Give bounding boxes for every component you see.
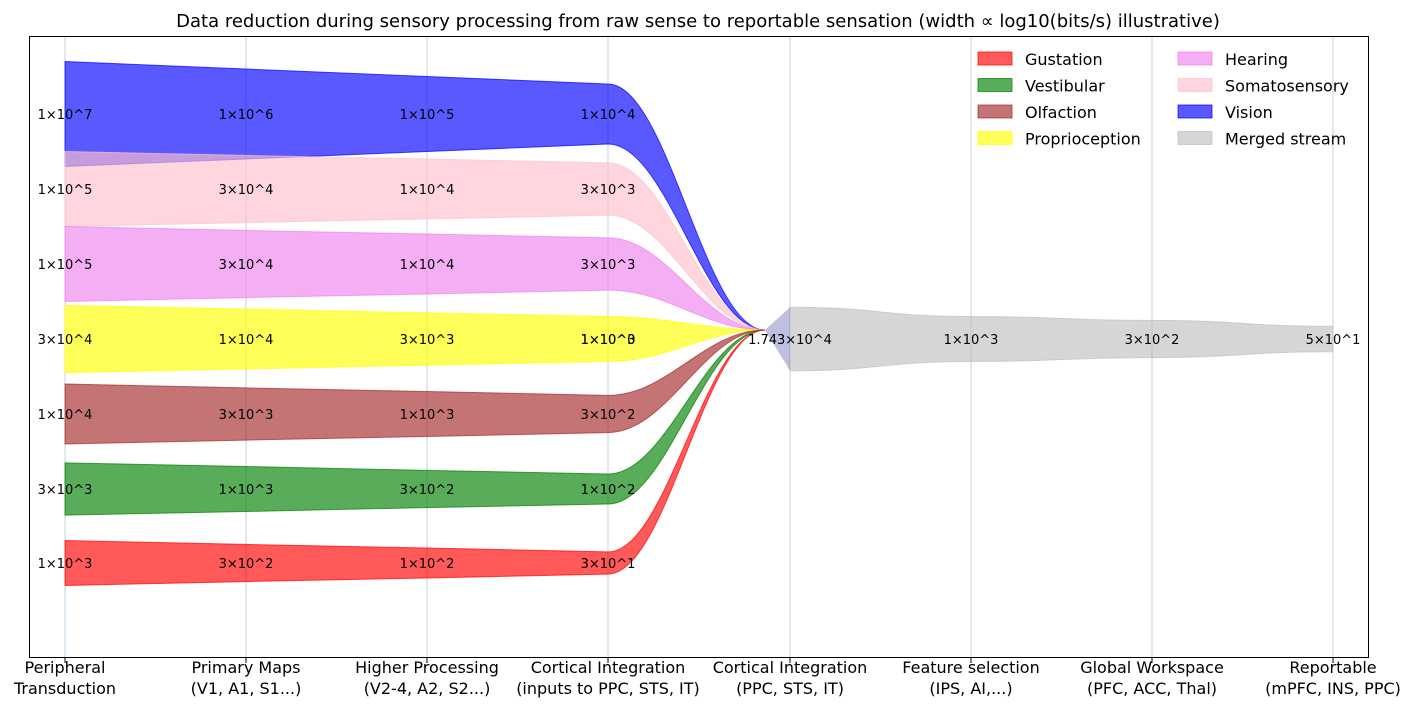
value-label-vision-2: 1×10^6 [219, 108, 274, 123]
x-tick-label-4-1: Cortical Integration [531, 658, 686, 677]
merge-junction [765, 307, 790, 371]
legend-swatch-merged-stream [1177, 131, 1213, 145]
legend-label-olfaction: Olfaction [1025, 103, 1097, 122]
legend-label-merged-stream: Merged stream [1225, 130, 1346, 149]
value-label-merged-4: 5×10^1 [1306, 333, 1361, 348]
x-tick-label-2-1: Primary Maps [191, 658, 300, 677]
x-axis: Peripheral Transduction Primary Maps (V1, A… [13, 658, 1401, 698]
flow-bands [64, 60, 1334, 587]
legend-label-vestibular: Vestibular [1025, 77, 1105, 96]
value-label-gustation-4: 3×10^1 [581, 557, 636, 572]
value-label-hearing-4: 3×10^3 [581, 258, 636, 273]
value-label-proprioception-3: 3×10^3 [400, 333, 455, 348]
value-label-proprioception-1: 3×10^4 [38, 333, 93, 348]
legend-swatch-somatosensory [1177, 78, 1213, 92]
value-label-olfaction-1: 1×10^4 [38, 408, 93, 423]
x-tick-label-5-2: (PPC, STS, IT) [736, 679, 844, 698]
legend-swatch-hearing [1177, 51, 1213, 66]
x-tick-label-1-2: Transduction [13, 679, 116, 698]
value-label-somatosensory-4: 3×10^3 [581, 183, 636, 198]
value-labels: 1×10^7 1×10^6 1×10^5 1×10^4 1×10^5 3×10^4 1×10… [38, 108, 1361, 572]
x-tick-label-3-2: (V2-4, A2, S2...) [364, 679, 491, 698]
value-label-hearing-3: 1×10^4 [400, 258, 455, 273]
x-tick-label-8-2: (mPFC, INS, PPC) [1265, 679, 1401, 698]
legend-swatch-olfaction [977, 104, 1013, 119]
value-label-overlap: 1×10^0 [581, 333, 636, 348]
value-label-merged-2: 1×10^3 [944, 333, 999, 348]
legend-label-hearing: Hearing [1225, 50, 1288, 69]
value-label-proprioception-4: 1×10^3 [581, 333, 636, 348]
x-tick-label-4-2: (inputs to PPC, STS, IT) [516, 679, 700, 698]
x-tick-label-1-1: Peripheral [25, 658, 106, 677]
value-label-vestibular-1: 3×10^3 [38, 483, 93, 498]
legend-swatch-gustation [977, 51, 1013, 66]
value-label-proprioception-2: 1×10^4 [219, 333, 274, 348]
x-tick-label-7-1: Global Workspace [1080, 658, 1224, 677]
value-label-vision-4: 1×10^4 [581, 108, 636, 123]
value-label-merged-1: 1.743×10^4 [748, 333, 832, 348]
x-tick-label-8-1: Reportable [1289, 658, 1376, 677]
value-label-olfaction-4: 3×10^2 [581, 408, 636, 423]
band-merged-stream [789, 306, 1334, 372]
legend-label-vision: Vision [1225, 103, 1273, 122]
value-label-gustation-3: 1×10^2 [400, 557, 455, 572]
x-tick-label-3-1: Higher Processing [355, 658, 499, 677]
value-label-vestibular-4: 1×10^2 [581, 483, 636, 498]
band-gustation [64, 329, 766, 587]
value-label-vestibular-2: 1×10^3 [219, 483, 274, 498]
value-label-somatosensory-3: 1×10^4 [400, 183, 455, 198]
value-label-gustation-1: 1×10^3 [38, 557, 93, 572]
legend-swatch-proprioception [977, 131, 1013, 145]
value-label-vestibular-3: 3×10^2 [400, 483, 455, 498]
legend-swatch-vision [1177, 104, 1213, 119]
x-tick-label-7-2: (PFC, ACC, Thal) [1087, 679, 1217, 698]
x-tick-label-5-1: Cortical Integration [713, 658, 868, 677]
legend-label-somatosensory: Somatosensory [1225, 77, 1349, 96]
legend-swatch-vestibular [977, 78, 1013, 92]
value-label-gustation-2: 3×10^2 [219, 557, 274, 572]
value-label-merged-3: 3×10^2 [1125, 333, 1180, 348]
plot-frame [29, 36, 1369, 658]
value-label-somatosensory-2: 3×10^4 [219, 183, 274, 198]
value-label-somatosensory-1: 1×10^5 [38, 183, 93, 198]
value-label-vision-3: 1×10^5 [400, 108, 455, 123]
value-label-olfaction-2: 3×10^3 [219, 408, 274, 423]
value-label-vision-1: 1×10^7 [38, 108, 93, 123]
legend: Gustation Vestibular Olfaction Propriocepti… [977, 50, 1349, 149]
value-label-hearing-2: 3×10^4 [219, 258, 274, 273]
legend-label-gustation: Gustation [1025, 50, 1103, 69]
x-tick-label-6-1: Feature selection [902, 658, 1039, 677]
value-label-olfaction-3: 1×10^3 [400, 408, 455, 423]
legend-label-proprioception: Proprioception [1025, 130, 1141, 149]
x-tick-label-2-2: (V1, A1, S1...) [191, 679, 302, 698]
x-tick-label-6-2: (IPS, AI,...) [929, 679, 1012, 698]
chart-title: Data reduction during sensory processing… [176, 11, 1220, 32]
value-label-hearing-1: 1×10^5 [38, 258, 93, 273]
